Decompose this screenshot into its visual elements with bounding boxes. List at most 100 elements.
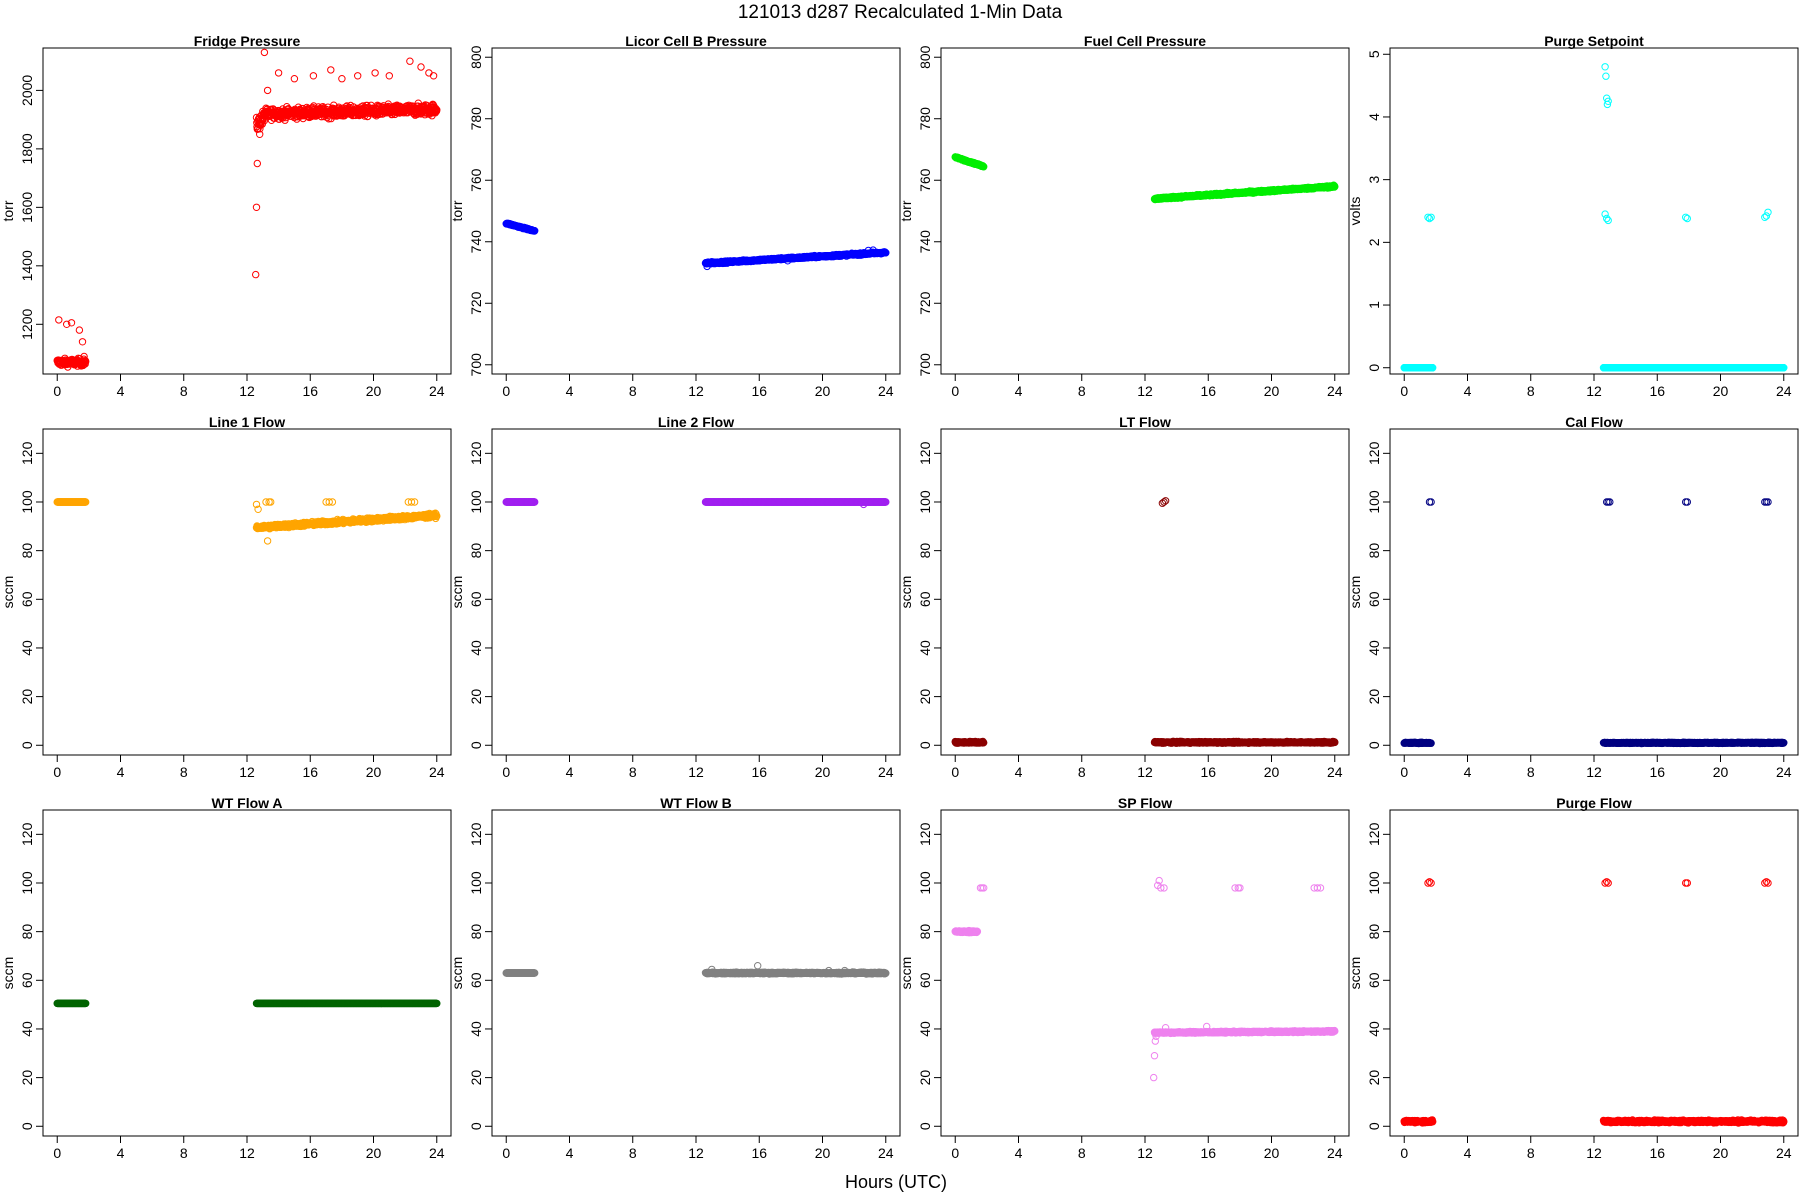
data-point: [252, 270, 260, 279]
data-point: [531, 227, 539, 235]
y-tick-label: 0: [19, 741, 35, 749]
y-axis-label: sccm: [449, 576, 465, 609]
x-tick-label: 16: [1649, 383, 1665, 399]
data-point: [62, 320, 71, 328]
data-point: [80, 355, 88, 363]
data-point: [1682, 213, 1690, 222]
data-point: [1601, 210, 1609, 218]
x-tick-label: 4: [566, 383, 574, 399]
data-point: [263, 86, 272, 95]
plot-frame: [491, 47, 901, 375]
data-point: [417, 63, 425, 71]
data-point: [263, 537, 272, 545]
y-tick-label: 800: [468, 45, 484, 69]
panel-title: Line 2 Flow: [658, 414, 734, 430]
y-axis-label: sccm: [0, 576, 16, 609]
data-points: [951, 153, 1339, 204]
data-point: [1427, 213, 1435, 222]
y-axis-label: torr: [449, 200, 465, 221]
y-tick-label: 1400: [19, 250, 35, 281]
x-tick-label: 16: [302, 764, 318, 780]
data-point: [253, 522, 261, 530]
data-point: [410, 498, 419, 506]
y-tick-label: 40: [19, 640, 35, 656]
x-tick-label: 12: [1137, 383, 1153, 399]
y-tick-label: 20: [468, 689, 484, 705]
data-point: [254, 505, 262, 513]
data-point: [1604, 97, 1612, 106]
y-tick-label: 2: [1366, 238, 1382, 246]
data-point: [75, 326, 84, 334]
data-points: [502, 498, 890, 509]
data-points: [1400, 63, 1788, 372]
data-point: [290, 75, 299, 83]
data-point: [253, 159, 261, 168]
x-tick-label: 8: [629, 383, 637, 399]
x-tick-label: 24: [1327, 383, 1343, 399]
x-tick-label: 4: [117, 383, 125, 399]
data-point: [1604, 216, 1612, 225]
data-point: [260, 48, 269, 57]
panel-title: Fridge Pressure: [194, 33, 301, 49]
data-point: [1601, 63, 1609, 71]
y-tick-label: 1200: [19, 309, 35, 340]
data-point: [531, 498, 539, 506]
x-tick-label: 24: [1776, 383, 1792, 399]
data-point: [1331, 182, 1339, 191]
data-point: [433, 512, 441, 520]
data-point: [82, 357, 90, 366]
x-tick-label: 20: [815, 383, 831, 399]
data-point: [338, 75, 346, 83]
x-tick-label: 16: [302, 383, 318, 399]
data-point: [354, 72, 362, 80]
panel-title: Licor Cell B Pressure: [625, 33, 767, 49]
data-point: [1602, 72, 1610, 80]
panel-title: Purge Setpoint: [1544, 33, 1644, 49]
y-tick-label: 5: [1366, 50, 1382, 58]
x-tick-label: 0: [53, 383, 61, 399]
x-tick-label: 12: [239, 764, 255, 780]
x-tick-label: 4: [1464, 383, 1472, 399]
data-point: [703, 262, 711, 271]
y-tick-label: 740: [468, 230, 484, 254]
x-tick-label: 12: [239, 383, 255, 399]
data-point: [429, 72, 438, 80]
x-tick-label: 24: [878, 383, 894, 399]
y-tick-label: 0: [468, 741, 484, 749]
data-point: [1429, 364, 1437, 372]
data-point: [267, 498, 275, 506]
data-points: [502, 219, 890, 271]
x-tick-label: 16: [751, 764, 767, 780]
y-tick-label: 40: [468, 640, 484, 656]
y-tick-label: 3: [1366, 176, 1382, 184]
y-tick-label: 740: [917, 230, 933, 254]
panel-title: Fuel Cell Pressure: [1084, 33, 1206, 49]
x-tick-label: 12: [688, 383, 704, 399]
data-point: [784, 257, 792, 265]
figure-title: 121013 d287 Recalculated 1-Min Data: [738, 2, 1063, 23]
x-tick-label: 20: [366, 383, 382, 399]
x-tick-label: 0: [53, 764, 61, 780]
y-tick-label: 760: [917, 168, 933, 192]
data-point: [1780, 364, 1788, 372]
data-point: [980, 163, 988, 171]
data-points: [53, 498, 441, 545]
x-tick-label: 20: [1713, 383, 1729, 399]
data-point: [385, 72, 393, 80]
x-tick-label: 4: [117, 764, 125, 780]
plot-frame: [42, 47, 452, 375]
y-tick-label: 760: [468, 168, 484, 192]
x-tick-label: 0: [1400, 383, 1408, 399]
y-tick-label: 60: [19, 591, 35, 607]
y-tick-label: 700: [917, 353, 933, 377]
data-point: [1762, 212, 1771, 220]
y-axis-label: torr: [898, 200, 914, 221]
plot-frame: [42, 428, 452, 756]
data-point: [256, 130, 264, 139]
